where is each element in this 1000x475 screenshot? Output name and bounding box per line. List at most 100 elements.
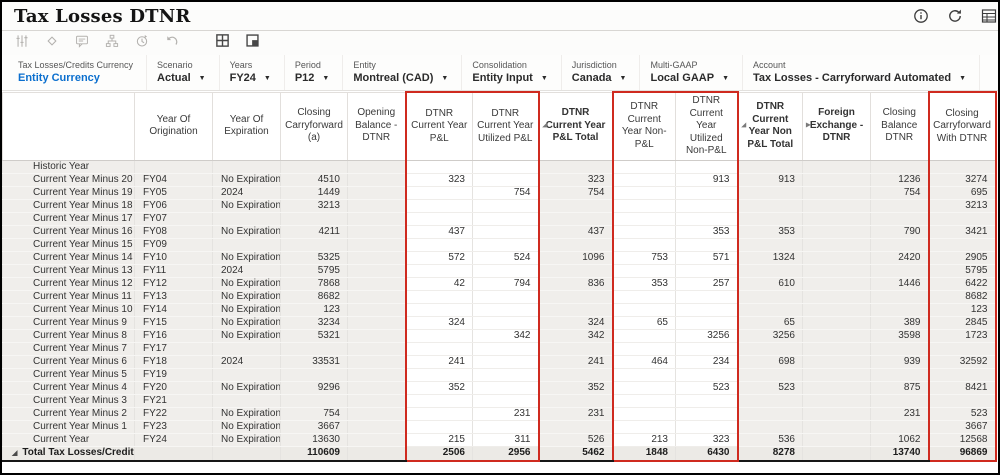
- cell-dtnr-current-year-non-p-l[interactable]: 65: [611, 315, 676, 330]
- cell-dtnr-current-year-utilized-non-p-l[interactable]: [675, 315, 739, 330]
- cell-dtnr-current-year-non-p-l[interactable]: [611, 224, 676, 239]
- cell-dtnr-current-year-utilized-non-p-l[interactable]: [675, 289, 739, 304]
- cell-dtnr-current-year-utilized-non-p-l[interactable]: [675, 393, 739, 408]
- cell-dtnr-current-year-p-l[interactable]: [404, 198, 473, 213]
- cell-dtnr-current-year-p-l[interactable]: [404, 263, 473, 278]
- collapse-icon[interactable]: ◢: [542, 122, 548, 129]
- cell-dtnr-current-year-non-p-l[interactable]: [611, 237, 676, 252]
- cell-dtnr-current-year-utilized-p-l[interactable]: 794: [472, 276, 540, 291]
- cell-dtnr-current-year-non-p-l[interactable]: [611, 380, 676, 395]
- cell-dtnr-current-year-non-p-l[interactable]: [611, 406, 676, 421]
- cell-dtnr-current-year-utilized-p-l[interactable]: [472, 159, 540, 174]
- cell-dtnr-current-year-p-l[interactable]: 352: [404, 380, 473, 395]
- cell-dtnr-current-year-p-l[interactable]: [404, 159, 473, 174]
- cell-dtnr-current-year-utilized-p-l[interactable]: [472, 393, 540, 408]
- cell-dtnr-current-year-p-l[interactable]: 323: [404, 172, 473, 187]
- cell-dtnr-current-year-non-p-l[interactable]: [611, 289, 676, 304]
- collapse-icon[interactable]: ◢: [741, 122, 747, 129]
- cell-dtnr-current-year-p-l[interactable]: 241: [404, 354, 473, 369]
- cell-dtnr-current-year-non-p-l[interactable]: [611, 211, 676, 226]
- info-button[interactable]: [913, 8, 929, 24]
- cell-dtnr-current-year-non-p-l[interactable]: [611, 263, 676, 278]
- pov-period[interactable]: Period P12 ▼: [285, 55, 344, 90]
- grid-view-button[interactable]: [215, 34, 230, 51]
- cell-dtnr-current-year-utilized-non-p-l[interactable]: [675, 198, 739, 213]
- cell-dtnr-current-year-utilized-p-l[interactable]: [472, 211, 540, 226]
- cell-dtnr-current-year-utilized-p-l[interactable]: [472, 354, 540, 369]
- cell-dtnr-current-year-p-l[interactable]: [404, 211, 473, 226]
- cell-dtnr-current-year-utilized-non-p-l[interactable]: 571: [675, 250, 739, 265]
- cell-dtnr-current-year-utilized-p-l[interactable]: [472, 263, 540, 278]
- cell-dtnr-current-year-p-l[interactable]: 42: [404, 276, 473, 291]
- cell-dtnr-current-year-non-p-l[interactable]: 464: [611, 354, 676, 369]
- cell-dtnr-current-year-p-l[interactable]: [404, 393, 473, 408]
- cell-dtnr-current-year-p-l[interactable]: [404, 328, 473, 343]
- cell-dtnr-current-year-utilized-non-p-l[interactable]: [675, 263, 739, 278]
- cell-dtnr-current-year-utilized-p-l[interactable]: 524: [472, 250, 540, 265]
- cell-dtnr-current-year-utilized-p-l[interactable]: [472, 302, 540, 317]
- cell-dtnr-current-year-p-l[interactable]: [404, 419, 473, 434]
- cell-dtnr-current-year-non-p-l[interactable]: [611, 393, 676, 408]
- cell-dtnr-current-year-utilized-non-p-l[interactable]: 323: [675, 432, 739, 447]
- pov-tax-losses-credits-currency[interactable]: Tax Losses/Credits Currency Entity Curren…: [8, 55, 148, 90]
- cell-dtnr-current-year-utilized-non-p-l[interactable]: [675, 406, 739, 421]
- cell-dtnr-current-year-non-p-l[interactable]: 753: [611, 250, 676, 265]
- view-selector-button[interactable]: [981, 8, 997, 24]
- cell-dtnr-current-year-utilized-non-p-l[interactable]: [675, 302, 739, 317]
- cell-dtnr-current-year-non-p-l[interactable]: [611, 302, 676, 317]
- cell-dtnr-current-year-utilized-non-p-l[interactable]: 523: [675, 380, 739, 395]
- cell-dtnr-current-year-utilized-p-l[interactable]: [472, 419, 540, 434]
- cell-dtnr-current-year-utilized-p-l[interactable]: 231: [472, 406, 540, 421]
- cell-dtnr-current-year-utilized-non-p-l[interactable]: [675, 185, 739, 200]
- cell-dtnr-current-year-utilized-p-l[interactable]: [472, 341, 540, 356]
- cell-dtnr-current-year-p-l[interactable]: [404, 289, 473, 304]
- cell-dtnr-current-year-non-p-l[interactable]: 353: [611, 276, 676, 291]
- cell-dtnr-current-year-utilized-p-l[interactable]: [472, 237, 540, 252]
- pov-account[interactable]: Account Tax Losses - Carryforward Automat…: [743, 55, 980, 90]
- cell-dtnr-current-year-utilized-non-p-l[interactable]: [675, 419, 739, 434]
- pov-multi-gaap[interactable]: Multi-GAAP Local GAAP ▼: [640, 55, 743, 90]
- cell-dtnr-current-year-non-p-l[interactable]: [611, 185, 676, 200]
- cell-dtnr-current-year-utilized-p-l[interactable]: 311: [472, 432, 540, 447]
- cell-dtnr-current-year-utilized-non-p-l[interactable]: [675, 367, 739, 382]
- refresh-button[interactable]: [947, 8, 963, 24]
- cell-dtnr-current-year-non-p-l[interactable]: [611, 159, 676, 174]
- cell-dtnr-current-year-utilized-non-p-l[interactable]: 234: [675, 354, 739, 369]
- cell-dtnr-current-year-non-p-l[interactable]: [611, 328, 676, 343]
- pov-jurisdiction[interactable]: Jurisdiction Canada ▼: [562, 55, 641, 90]
- cell-dtnr-current-year-utilized-non-p-l[interactable]: 3256: [675, 328, 739, 343]
- cell-dtnr-current-year-utilized-p-l[interactable]: 754: [472, 185, 540, 200]
- cell-dtnr-current-year-p-l[interactable]: [404, 237, 473, 252]
- collapse-icon[interactable]: ◢: [12, 449, 18, 457]
- pov-years[interactable]: Years FY24 ▼: [220, 55, 285, 90]
- cell-dtnr-current-year-utilized-p-l[interactable]: [472, 172, 540, 187]
- cell-dtnr-current-year-utilized-p-l[interactable]: [472, 224, 540, 239]
- cell-dtnr-current-year-p-l[interactable]: [404, 302, 473, 317]
- cell-dtnr-current-year-non-p-l[interactable]: [611, 367, 676, 382]
- cell-dtnr-current-year-utilized-non-p-l[interactable]: 353: [675, 224, 739, 239]
- cell-dtnr-current-year-p-l[interactable]: [404, 185, 473, 200]
- cell-dtnr-current-year-utilized-p-l[interactable]: [472, 289, 540, 304]
- cell-dtnr-current-year-utilized-non-p-l[interactable]: [675, 237, 739, 252]
- cell-dtnr-current-year-p-l[interactable]: 324: [404, 315, 473, 330]
- freeze-pane-button[interactable]: [245, 34, 260, 51]
- expand-icon[interactable]: ▶: [806, 122, 811, 129]
- cell-dtnr-current-year-non-p-l[interactable]: [611, 172, 676, 187]
- cell-dtnr-current-year-utilized-p-l[interactable]: [472, 198, 540, 213]
- cell-dtnr-current-year-utilized-non-p-l[interactable]: [675, 341, 739, 356]
- cell-dtnr-current-year-non-p-l[interactable]: [611, 419, 676, 434]
- cell-dtnr-current-year-utilized-p-l[interactable]: [472, 367, 540, 382]
- cell-dtnr-current-year-non-p-l[interactable]: [611, 198, 676, 213]
- cell-dtnr-current-year-p-l[interactable]: 572: [404, 250, 473, 265]
- cell-dtnr-current-year-utilized-p-l[interactable]: [472, 380, 540, 395]
- cell-dtnr-current-year-p-l[interactable]: [404, 406, 473, 421]
- cell-dtnr-current-year-utilized-non-p-l[interactable]: [675, 211, 739, 226]
- pov-scenario[interactable]: Scenario Actual ▼: [147, 55, 220, 90]
- cell-dtnr-current-year-non-p-l[interactable]: 213: [611, 432, 676, 447]
- cell-dtnr-current-year-utilized-non-p-l[interactable]: 257: [675, 276, 739, 291]
- cell-dtnr-current-year-p-l[interactable]: 215: [404, 432, 473, 447]
- pov-consolidation[interactable]: Consolidation Entity Input ▼: [462, 55, 562, 90]
- cell-dtnr-current-year-p-l[interactable]: 437: [404, 224, 473, 239]
- cell-dtnr-current-year-utilized-p-l[interactable]: [472, 315, 540, 330]
- cell-dtnr-current-year-p-l[interactable]: [404, 341, 473, 356]
